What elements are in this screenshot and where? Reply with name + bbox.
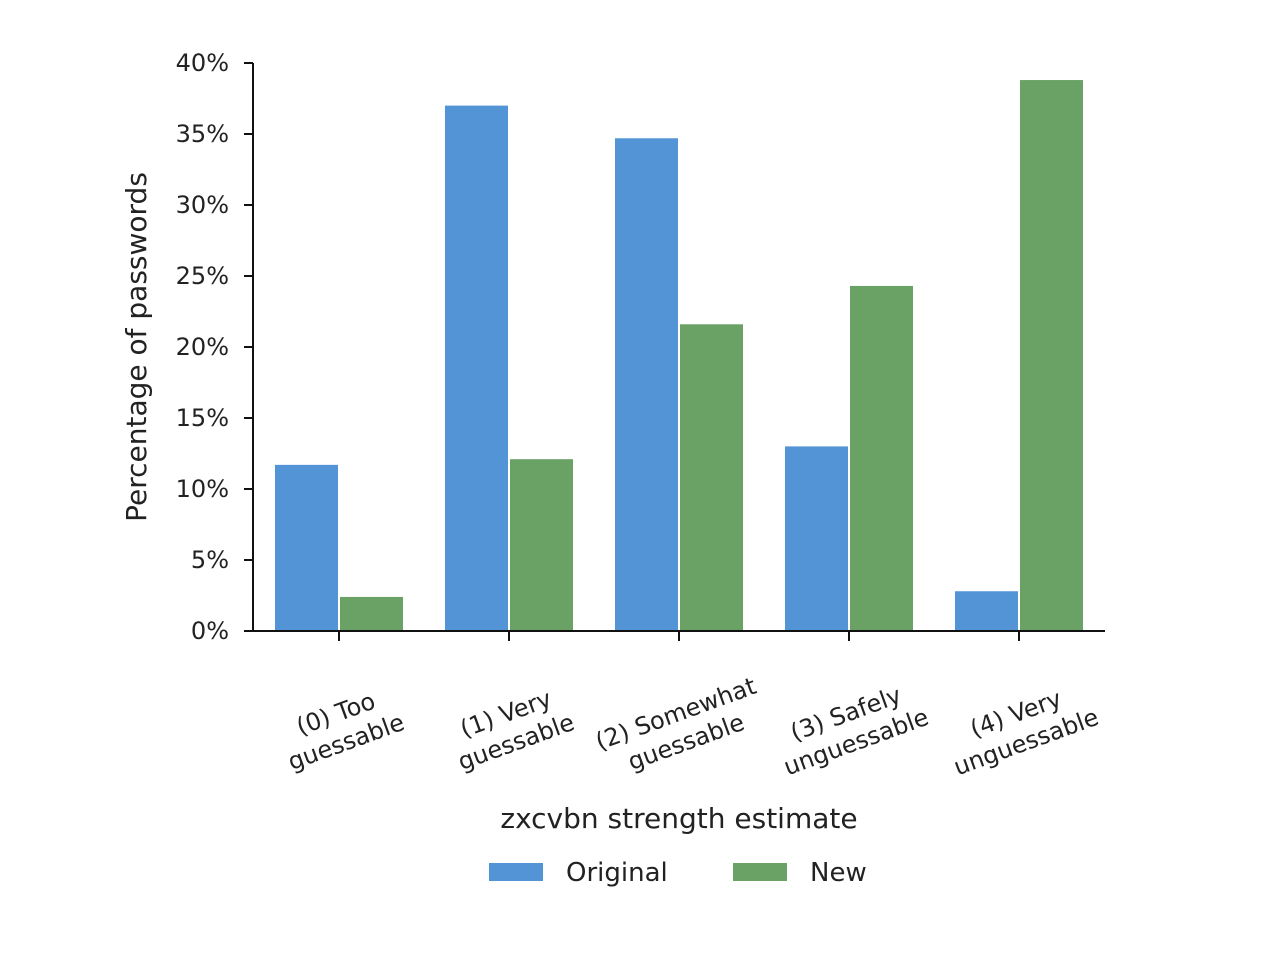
bar-new-4 (1020, 80, 1083, 632)
y-tick-label: 15% (176, 404, 229, 432)
bar-original-4 (955, 591, 1018, 631)
bars-group (275, 80, 1083, 632)
y-tick-label: 30% (176, 191, 229, 219)
bar-new-3 (850, 285, 913, 631)
legend-swatch-original (489, 863, 543, 881)
legend-swatch-new (733, 863, 787, 881)
y-tick-label: 5% (191, 546, 229, 574)
y-axis: 0% 5% 10% 15% 20% 25% 30% 35% 40% (176, 49, 254, 645)
y-tick-label: 0% (191, 617, 229, 645)
x-tick-label: (0) Tooguessable (274, 680, 408, 776)
x-tick-label: (4) Veryunguessable (940, 675, 1103, 781)
x-axis-title: zxcvbn strength estimate (500, 802, 857, 835)
legend-label-original: Original (566, 858, 668, 888)
legend: Original New (489, 858, 867, 888)
bar-original-3 (785, 446, 848, 631)
y-tick-label: 20% (176, 333, 229, 361)
y-tick-label: 40% (176, 49, 229, 77)
bar-new-0 (340, 596, 403, 631)
x-axis: (0) Tooguessable (1) Veryguessable (2) Som… (253, 630, 1105, 784)
x-tick-label: (2) Somewhatguessable (592, 672, 770, 784)
bar-original-0 (275, 464, 338, 631)
y-axis-title: Percentage of passwords (120, 172, 153, 522)
y-tick-label: 25% (176, 262, 229, 290)
x-tick-label: (3) Safelyunguessable (770, 675, 933, 781)
bar-original-1 (445, 105, 508, 632)
bar-new-1 (510, 459, 573, 631)
bar-new-2 (680, 324, 743, 631)
y-tick-label: 10% (176, 475, 229, 503)
legend-label-new: New (810, 858, 867, 888)
x-tick-label: (1) Veryguessable (444, 680, 578, 776)
y-tick-label: 35% (176, 120, 229, 148)
bar-original-2 (615, 138, 678, 631)
